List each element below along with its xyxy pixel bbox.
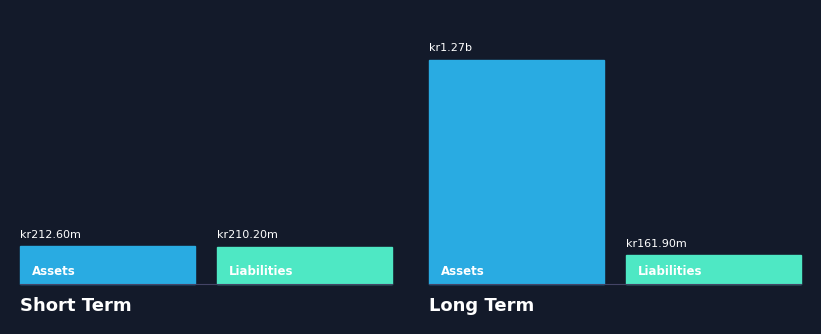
Text: Long Term: Long Term <box>429 297 534 315</box>
Text: kr1.27b: kr1.27b <box>429 43 472 53</box>
Bar <box>218 247 392 284</box>
Text: Liabilities: Liabilities <box>638 265 702 278</box>
Text: kr210.20m: kr210.20m <box>218 230 278 240</box>
Text: Liabilities: Liabilities <box>228 265 293 278</box>
Text: Assets: Assets <box>441 265 484 278</box>
Text: Assets: Assets <box>31 265 76 278</box>
Text: kr212.60m: kr212.60m <box>21 230 81 240</box>
Bar <box>429 60 603 284</box>
Text: kr161.90m: kr161.90m <box>626 239 687 248</box>
Text: Short Term: Short Term <box>21 297 132 315</box>
Bar <box>21 246 195 284</box>
Bar <box>626 256 800 284</box>
